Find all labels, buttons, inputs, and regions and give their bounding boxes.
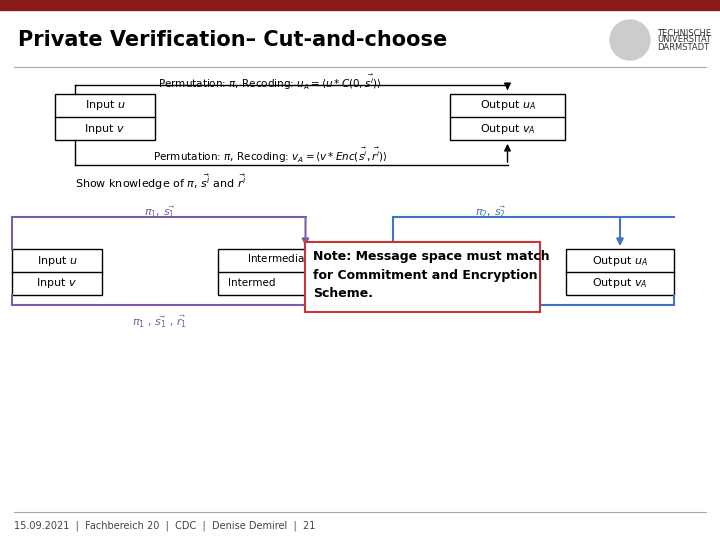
Text: Input $v$: Input $v$ bbox=[84, 122, 125, 136]
Text: Input $v$: Input $v$ bbox=[37, 276, 78, 291]
Bar bbox=[55, 94, 155, 140]
Bar bbox=[0, 0, 720, 10]
Bar bbox=[12, 249, 102, 295]
Text: Permutation: $\pi$, Recoding: $v_A = \langle v * Enc(\vec{s^i}, \vec{r^i})\rangl: Permutation: $\pi$, Recoding: $v_A = \la… bbox=[153, 145, 387, 165]
Text: Input $u$: Input $u$ bbox=[37, 253, 78, 267]
Text: Output $v_A$: Output $v_A$ bbox=[593, 276, 648, 291]
Text: Show knowledge of $\pi$, $\vec{s^i}$ and $\vec{r^i}$: Show knowledge of $\pi$, $\vec{s^i}$ and… bbox=[75, 172, 246, 192]
Bar bbox=[305, 242, 540, 312]
Text: Input $u$: Input $u$ bbox=[84, 98, 125, 112]
Text: Output $u_A$: Output $u_A$ bbox=[592, 253, 648, 267]
Text: Permutation: $\pi$, Recoding: $u_A = \langle u * C(0, \vec{s^i})\rangle$: Permutation: $\pi$, Recoding: $u_A = \la… bbox=[158, 72, 382, 92]
Text: $\pi_1$ , $\vec{s_1}$ , $\vec{r_1}$: $\pi_1$ , $\vec{s_1}$ , $\vec{r_1}$ bbox=[132, 314, 187, 330]
Bar bbox=[218, 249, 393, 295]
Text: UNIVERSITAT: UNIVERSITAT bbox=[657, 36, 711, 44]
Text: DARMSTADT: DARMSTADT bbox=[657, 43, 709, 51]
Text: Output $v_A$: Output $v_A$ bbox=[480, 122, 535, 136]
Text: $\pi_2$, $\vec{s_2}$: $\pi_2$, $\vec{s_2}$ bbox=[474, 204, 505, 220]
Text: Intermed: Intermed bbox=[228, 279, 276, 288]
Text: TECHNISCHE: TECHNISCHE bbox=[657, 29, 711, 37]
Text: $\pi_1$, $\vec{s_1}$: $\pi_1$, $\vec{s_1}$ bbox=[145, 204, 176, 220]
Text: Intermediate Batch $u_A'$: Intermediate Batch $u_A'$ bbox=[247, 253, 364, 268]
Circle shape bbox=[610, 20, 650, 60]
Text: 15.09.2021  |  Fachbereich 20  |  CDC  |  Denise Demirel  |  21: 15.09.2021 | Fachbereich 20 | CDC | Deni… bbox=[14, 521, 315, 531]
Text: Note: Message space must match
for Commitment and Encryption
Scheme.: Note: Message space must match for Commi… bbox=[313, 250, 549, 300]
Text: Private Verification– Cut-and-choose: Private Verification– Cut-and-choose bbox=[18, 30, 447, 50]
Bar bbox=[566, 249, 674, 295]
Text: Output $u_A$: Output $u_A$ bbox=[480, 98, 536, 112]
Bar bbox=[450, 94, 565, 140]
